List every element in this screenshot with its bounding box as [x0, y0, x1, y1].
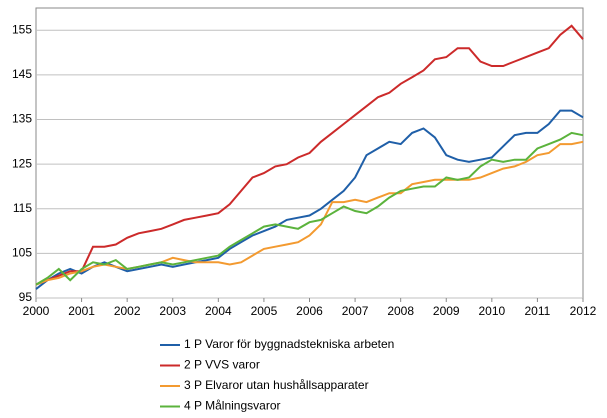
y-tick-label: 125	[12, 156, 32, 170]
y-tick-label: 115	[13, 201, 32, 215]
series-line	[35, 140, 584, 286]
x-tick-label: 2003	[159, 304, 186, 318]
series-line	[35, 131, 584, 286]
x-tick-label: 2000	[23, 304, 50, 318]
x-tick-label: 2002	[114, 304, 141, 318]
series-line	[35, 109, 584, 290]
legend-label: 3 P Elvaror utan hushållsapparater	[184, 378, 369, 392]
x-tick-label: 2005	[251, 304, 278, 318]
x-tick-label: 2008	[387, 304, 414, 318]
x-tick-label: 2007	[342, 304, 369, 318]
legend-label: 2 P VVS varor	[184, 358, 260, 372]
y-tick-label: 105	[12, 246, 32, 260]
legend-label: 4 P Målningsvaror	[184, 399, 281, 413]
y-tick-label: 95	[19, 290, 33, 304]
x-tick-label: 2001	[68, 304, 95, 318]
x-tick-label: 2006	[296, 304, 323, 318]
legend-label: 1 P Varor för byggnadstekniska arbeten	[184, 337, 394, 351]
x-tick-label: 2012	[570, 304, 597, 318]
y-tick-label: 145	[12, 67, 32, 81]
x-tick-label: 2011	[525, 304, 551, 318]
x-tick-label: 2010	[478, 304, 505, 318]
x-tick-label: 2009	[433, 304, 460, 318]
y-tick-label: 135	[12, 112, 32, 126]
series-line	[35, 24, 584, 286]
x-tick-label: 2004	[205, 304, 232, 318]
y-tick-label: 155	[12, 22, 32, 36]
